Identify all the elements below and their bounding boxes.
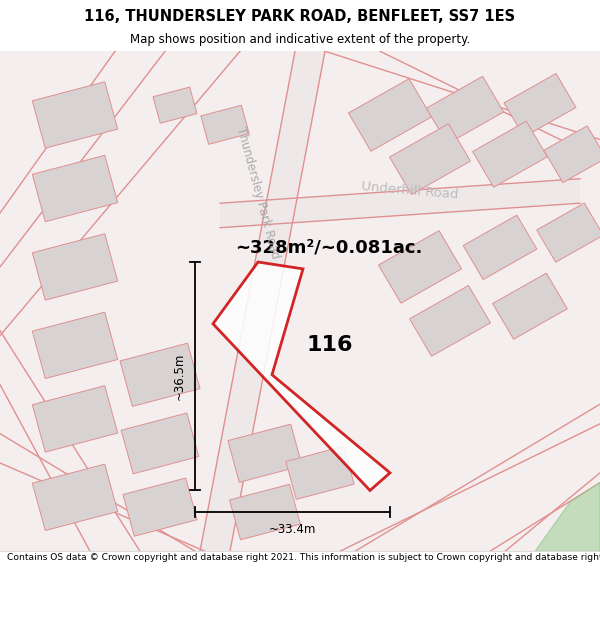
Polygon shape <box>230 484 301 540</box>
Polygon shape <box>535 482 600 551</box>
Polygon shape <box>463 215 537 279</box>
Text: 116, THUNDERSLEY PARK ROAD, BENFLEET, SS7 1ES: 116, THUNDERSLEY PARK ROAD, BENFLEET, SS… <box>85 9 515 24</box>
Text: Thundersley Park Road: Thundersley Park Road <box>234 126 282 261</box>
Polygon shape <box>220 179 580 227</box>
Polygon shape <box>213 262 390 491</box>
Polygon shape <box>379 231 461 303</box>
Polygon shape <box>349 79 431 151</box>
Polygon shape <box>228 424 302 483</box>
Text: 116: 116 <box>307 336 353 356</box>
Polygon shape <box>427 76 503 144</box>
Polygon shape <box>32 464 118 531</box>
Text: Contains OS data © Crown copyright and database right 2021. This information is : Contains OS data © Crown copyright and d… <box>7 554 600 562</box>
Polygon shape <box>544 126 600 182</box>
Text: ~36.5m: ~36.5m <box>173 352 185 400</box>
Polygon shape <box>504 74 576 137</box>
Polygon shape <box>32 312 118 379</box>
Text: Map shows position and indicative extent of the property.: Map shows position and indicative extent… <box>130 34 470 46</box>
Polygon shape <box>32 386 118 452</box>
Polygon shape <box>473 121 547 188</box>
Polygon shape <box>389 124 470 194</box>
Polygon shape <box>286 446 354 499</box>
Polygon shape <box>121 413 199 474</box>
Text: ~328m²/~0.081ac.: ~328m²/~0.081ac. <box>235 238 422 256</box>
Text: ~33.4m: ~33.4m <box>269 523 316 536</box>
Polygon shape <box>32 156 118 222</box>
Polygon shape <box>201 105 249 144</box>
Polygon shape <box>32 82 118 148</box>
Polygon shape <box>123 478 197 536</box>
Polygon shape <box>32 234 118 300</box>
Polygon shape <box>153 87 197 123</box>
Polygon shape <box>536 203 600 262</box>
Polygon shape <box>200 51 325 551</box>
Polygon shape <box>493 273 568 339</box>
Polygon shape <box>410 286 490 356</box>
Text: Underhill Road: Underhill Road <box>361 180 459 201</box>
Polygon shape <box>120 343 200 406</box>
